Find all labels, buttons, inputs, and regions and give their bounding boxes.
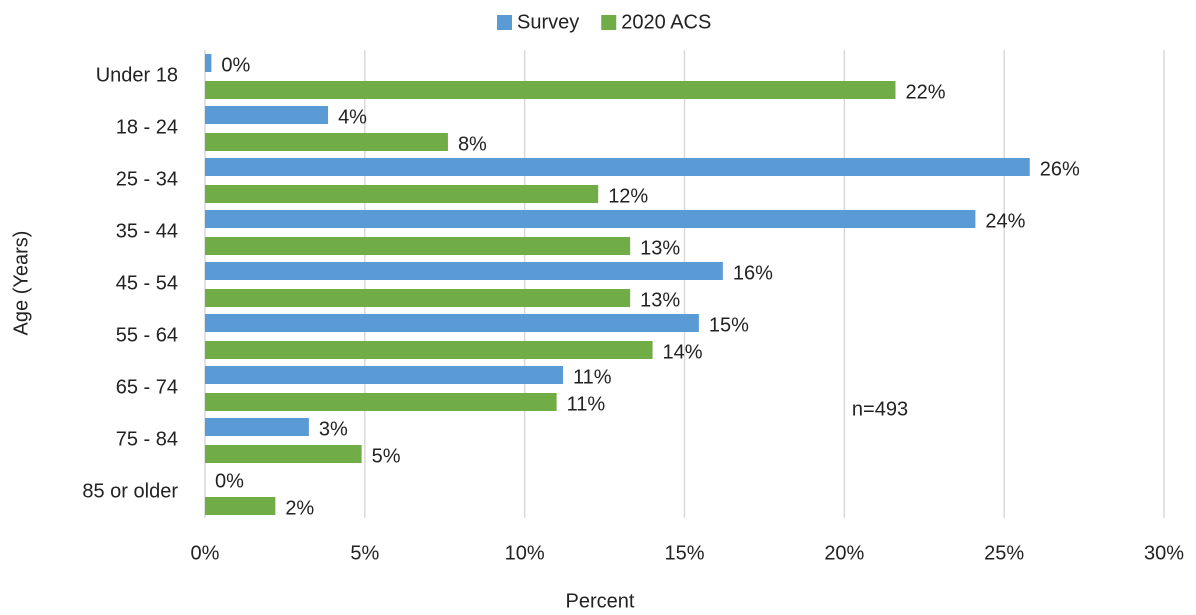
data-label: 15% [709, 314, 749, 336]
bar [205, 185, 599, 203]
data-label: 11% [567, 393, 606, 415]
y-tick-label: Under 18 [96, 64, 178, 86]
x-tick-label: 20% [824, 542, 864, 564]
data-label: 8% [458, 133, 487, 155]
bar [205, 133, 448, 151]
data-label: 22% [905, 81, 945, 103]
annotation: n=493 [852, 398, 908, 420]
bar [205, 366, 564, 384]
y-tick-label: 45 - 54 [116, 272, 178, 294]
y-tick-label: 55 - 64 [116, 324, 178, 346]
x-tick-label: 5% [350, 542, 379, 564]
data-label: 14% [663, 341, 703, 363]
y-tick-label: 65 - 74 [116, 376, 178, 398]
data-label: 3% [319, 418, 348, 440]
y-tick-label: 35 - 44 [116, 220, 178, 242]
data-label: 2% [285, 497, 314, 519]
data-label: 24% [985, 210, 1025, 232]
bar [205, 497, 276, 515]
legend-swatch [497, 15, 512, 30]
x-tick-label: 25% [984, 542, 1024, 564]
x-axis-title: Percent [566, 590, 635, 612]
y-tick-label: 18 - 24 [116, 116, 178, 138]
bar [205, 289, 631, 307]
data-label: 16% [733, 262, 773, 284]
data-label: 0% [215, 470, 244, 492]
y-tick-label: 75 - 84 [116, 428, 178, 450]
bar [205, 418, 309, 436]
data-label: 11% [573, 366, 612, 388]
legend-swatch [601, 15, 617, 30]
legend-label: Survey [517, 11, 579, 33]
bar [205, 262, 723, 280]
bar [205, 106, 329, 124]
x-tick-label: 30% [1144, 542, 1184, 564]
y-axis-title: Age (Years) [10, 231, 32, 336]
data-label: 13% [640, 237, 680, 259]
y-tick-label: 85 or older [82, 480, 178, 502]
x-tick-label: 0% [191, 542, 220, 564]
x-tick-label: 10% [505, 542, 545, 564]
y-tick-label: 25 - 34 [116, 168, 178, 190]
bar [205, 341, 653, 359]
data-label: 5% [372, 445, 401, 467]
bar [205, 54, 212, 72]
data-label: 12% [608, 185, 648, 207]
x-tick-label: 15% [664, 542, 704, 564]
bar [205, 445, 362, 463]
bar [205, 158, 1030, 176]
data-label: 0% [221, 54, 250, 76]
data-label: 13% [640, 289, 680, 311]
bar [205, 81, 896, 99]
bar [205, 237, 631, 255]
bar [205, 314, 699, 332]
data-label: 4% [338, 106, 367, 128]
bar [205, 393, 557, 411]
legend-label: 2020 ACS [621, 11, 711, 33]
bar [205, 210, 976, 228]
data-label: 26% [1040, 158, 1080, 180]
